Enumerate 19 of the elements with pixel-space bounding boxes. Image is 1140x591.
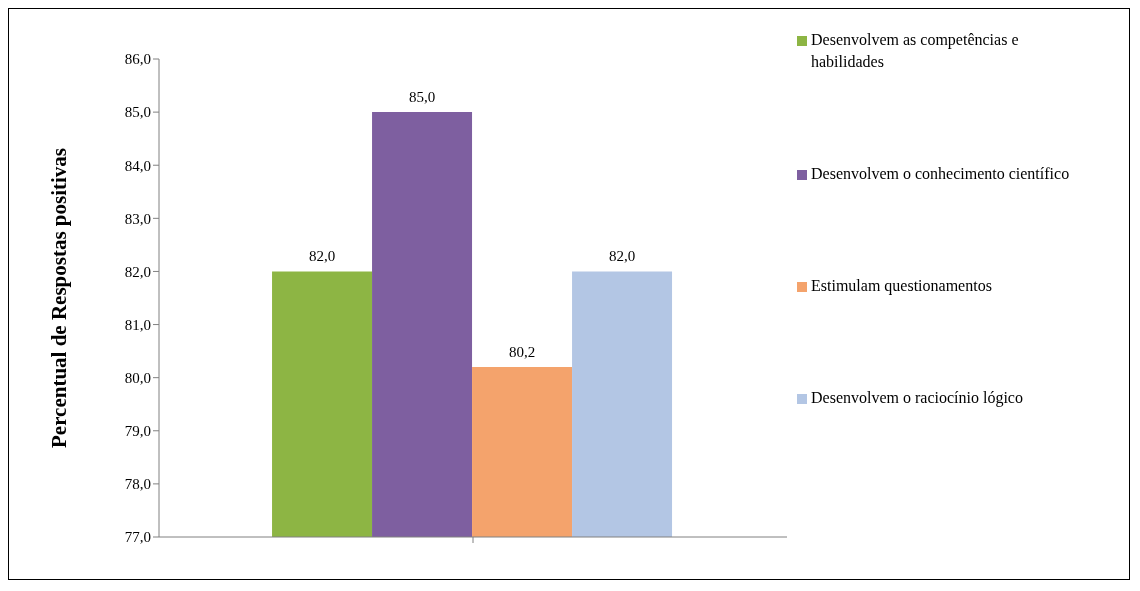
y-tick-label: 81,0: [124, 316, 151, 333]
y-axis-title: Percentual de Respostas positivas: [47, 147, 72, 449]
y-tick-label: 77,0: [124, 529, 151, 546]
y-tick-label: 78,0: [124, 476, 151, 493]
legend-label: Desenvolvem o conhecimento científico: [811, 164, 1071, 184]
legend-label: Desenvolvem o raciocínio lógico: [811, 388, 1024, 409]
y-tick-label: 85,0: [124, 104, 151, 121]
data-label: 82,0: [608, 248, 636, 265]
y-tick-label: 84,0: [124, 157, 151, 174]
legend-label: Desenvolvem as competências e habilidades: [811, 30, 1020, 72]
y-tick-label: 86,0: [124, 51, 151, 68]
data-label: 85,0: [408, 89, 436, 106]
y-tick-label: 80,0: [124, 369, 151, 386]
legend-label: Estimulam questionamentos: [811, 276, 993, 297]
data-label: 82,0: [308, 248, 336, 265]
y-tick-label: 82,0: [124, 263, 151, 280]
y-tick-label: 83,0: [124, 210, 151, 227]
data-label: 80,2: [508, 344, 536, 361]
y-tick-label: 79,0: [124, 423, 151, 440]
